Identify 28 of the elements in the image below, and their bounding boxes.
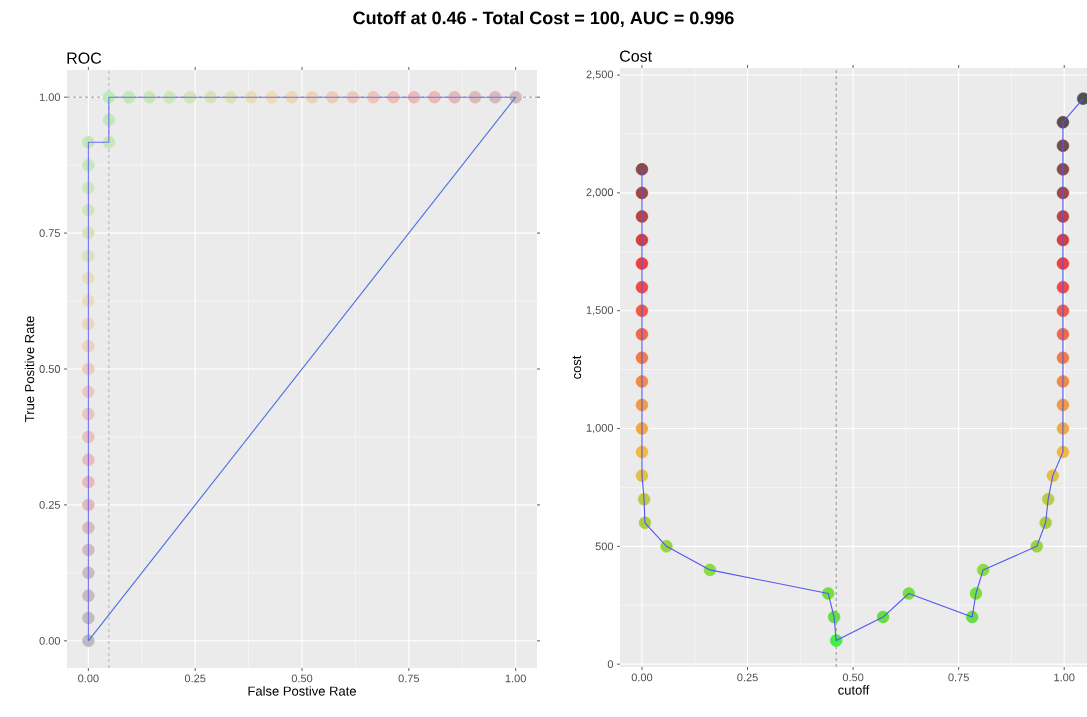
y-tick-label: 500 (595, 542, 614, 551)
x-tick-label: 1.00 (505, 674, 526, 683)
y-tick-label: 0.75 (39, 229, 61, 237)
x-tick-label: 0.50 (842, 673, 864, 682)
y-tick-label: 0.00 (39, 636, 61, 645)
y-axis-title: True Positive Rate (24, 316, 35, 422)
y-tick-label: 2,500 (586, 70, 614, 80)
y-tick-label: 0.50 (39, 365, 61, 373)
y-tick-label: 1.00 (39, 93, 61, 102)
chart-title: Cutoff at 0.46 - Total Cost = 100, AUC = 0.996 (353, 11, 734, 27)
x-axis-title: False Postive Rate (248, 686, 356, 696)
chart-subtitle: ROC (67, 52, 102, 64)
x-tick-label: 0.75 (398, 674, 420, 683)
x-axis-title: cutoff (838, 685, 870, 695)
x-tick-label: 1.00 (1054, 673, 1075, 682)
y-tick-label: 0.25 (39, 501, 61, 509)
y-axis-title: cost (572, 355, 582, 379)
x-tick-label: 0.25 (737, 673, 758, 682)
y-tick-label: 0 (607, 660, 614, 669)
y-tick-label: 1,000 (586, 423, 614, 434)
x-tick-label: 0.50 (291, 674, 313, 683)
chart-subtitle: Cost (620, 50, 652, 62)
x-tick-label: 0.25 (184, 674, 206, 683)
y-tick-label: 1,500 (586, 306, 614, 316)
y-tick-label: 2,000 (586, 188, 614, 198)
x-tick-label: 0.00 (78, 674, 99, 683)
x-tick-label: 0.00 (631, 673, 653, 682)
x-tick-label: 0.75 (948, 673, 969, 682)
